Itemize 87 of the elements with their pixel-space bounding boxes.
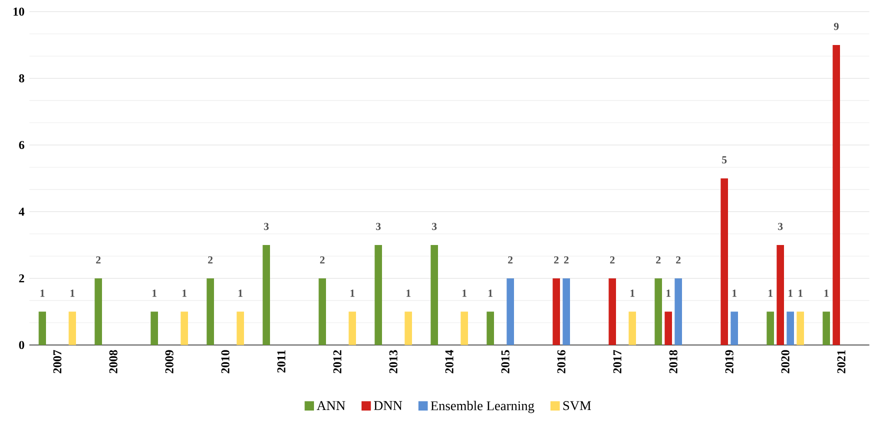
bar (348, 312, 356, 345)
x-tick-label: 2018 (669, 350, 678, 374)
x-tick-label: 2012 (333, 350, 342, 374)
bar (654, 278, 662, 345)
bar (786, 312, 794, 345)
data-label: 1 (798, 290, 802, 297)
x-tick-label: 2021 (837, 350, 846, 374)
x-tick-label: 2017 (613, 350, 622, 374)
data-label: 3 (264, 222, 269, 230)
x-tick-label: 2016 (557, 350, 566, 374)
data-label: 1 (788, 290, 792, 297)
bar (180, 312, 188, 345)
y-tick-label: 6 (19, 140, 24, 150)
bar (374, 244, 382, 345)
y-tick-label: 0 (19, 340, 24, 350)
data-label: 2 (320, 256, 325, 264)
data-label: 5 (722, 156, 727, 164)
x-tick-label: 2009 (165, 350, 174, 374)
bar (94, 278, 102, 345)
y-tick-label: 2 (19, 274, 24, 282)
x-tick-label: 2015 (501, 350, 510, 374)
bar (776, 244, 784, 345)
x-tick-label: 2010 (221, 350, 230, 374)
x-tick-label: 2008 (109, 350, 118, 374)
bar (822, 312, 830, 345)
bar (796, 312, 804, 345)
data-label: 3 (778, 222, 783, 230)
data-label: 1 (462, 290, 466, 297)
data-label: 2 (676, 256, 681, 264)
x-tick-label: 2014 (445, 350, 454, 374)
bar (674, 278, 682, 345)
legend-label: DNN (374, 401, 402, 410)
data-label: 1 (732, 290, 736, 297)
bar (664, 312, 672, 345)
bar (486, 312, 494, 345)
data-label: 9 (834, 22, 839, 30)
data-label: 1 (152, 290, 156, 297)
x-tick-label: 2020 (781, 350, 790, 374)
bar (766, 312, 774, 345)
data-label: 2 (96, 256, 101, 264)
data-label: 3 (432, 222, 437, 230)
bar (262, 244, 270, 345)
data-label: 2 (508, 256, 513, 264)
data-label: 2 (208, 256, 213, 264)
x-tick-label: 2007 (53, 350, 62, 374)
bar (68, 312, 76, 345)
bar (460, 312, 468, 345)
bar (832, 44, 840, 345)
x-tick-label: 2019 (725, 350, 734, 374)
data-label: 2 (554, 256, 559, 264)
bar (206, 278, 214, 345)
legend-label: ANN (316, 401, 346, 410)
data-label: 1 (768, 290, 772, 297)
data-label: 1 (70, 290, 74, 297)
bar (236, 312, 244, 345)
data-label: 2 (656, 256, 661, 264)
bar (552, 278, 560, 345)
data-label: 1 (182, 290, 186, 297)
data-label: 2 (564, 256, 569, 264)
y-tick-label: 10 (14, 8, 24, 16)
data-label: 1 (40, 290, 44, 297)
legend-label: SVM (563, 401, 591, 410)
x-tick-label: 2011 (277, 350, 286, 373)
bar (318, 278, 326, 345)
bar (150, 312, 158, 345)
legend-label: Ensemble Learning (430, 400, 534, 414)
bar (608, 278, 616, 345)
bar (404, 312, 412, 345)
bar (562, 278, 570, 345)
data-label: 1 (666, 290, 670, 297)
data-label: 1 (630, 290, 634, 297)
y-tick-label: 8 (19, 74, 24, 82)
x-tick-label: 2013 (389, 350, 398, 374)
bar (430, 244, 438, 345)
bar (730, 312, 738, 345)
data-label: 1 (238, 290, 242, 297)
data-label: 1 (824, 290, 828, 297)
data-label: 1 (350, 290, 354, 297)
data-label: 3 (376, 222, 381, 230)
bar (38, 312, 46, 345)
y-tick-label: 4 (18, 208, 24, 216)
bar (720, 178, 728, 345)
data-label: 1 (406, 290, 410, 297)
bar (628, 312, 636, 345)
data-label: 2 (610, 256, 615, 264)
bar (506, 278, 514, 345)
data-label: 1 (488, 290, 492, 297)
